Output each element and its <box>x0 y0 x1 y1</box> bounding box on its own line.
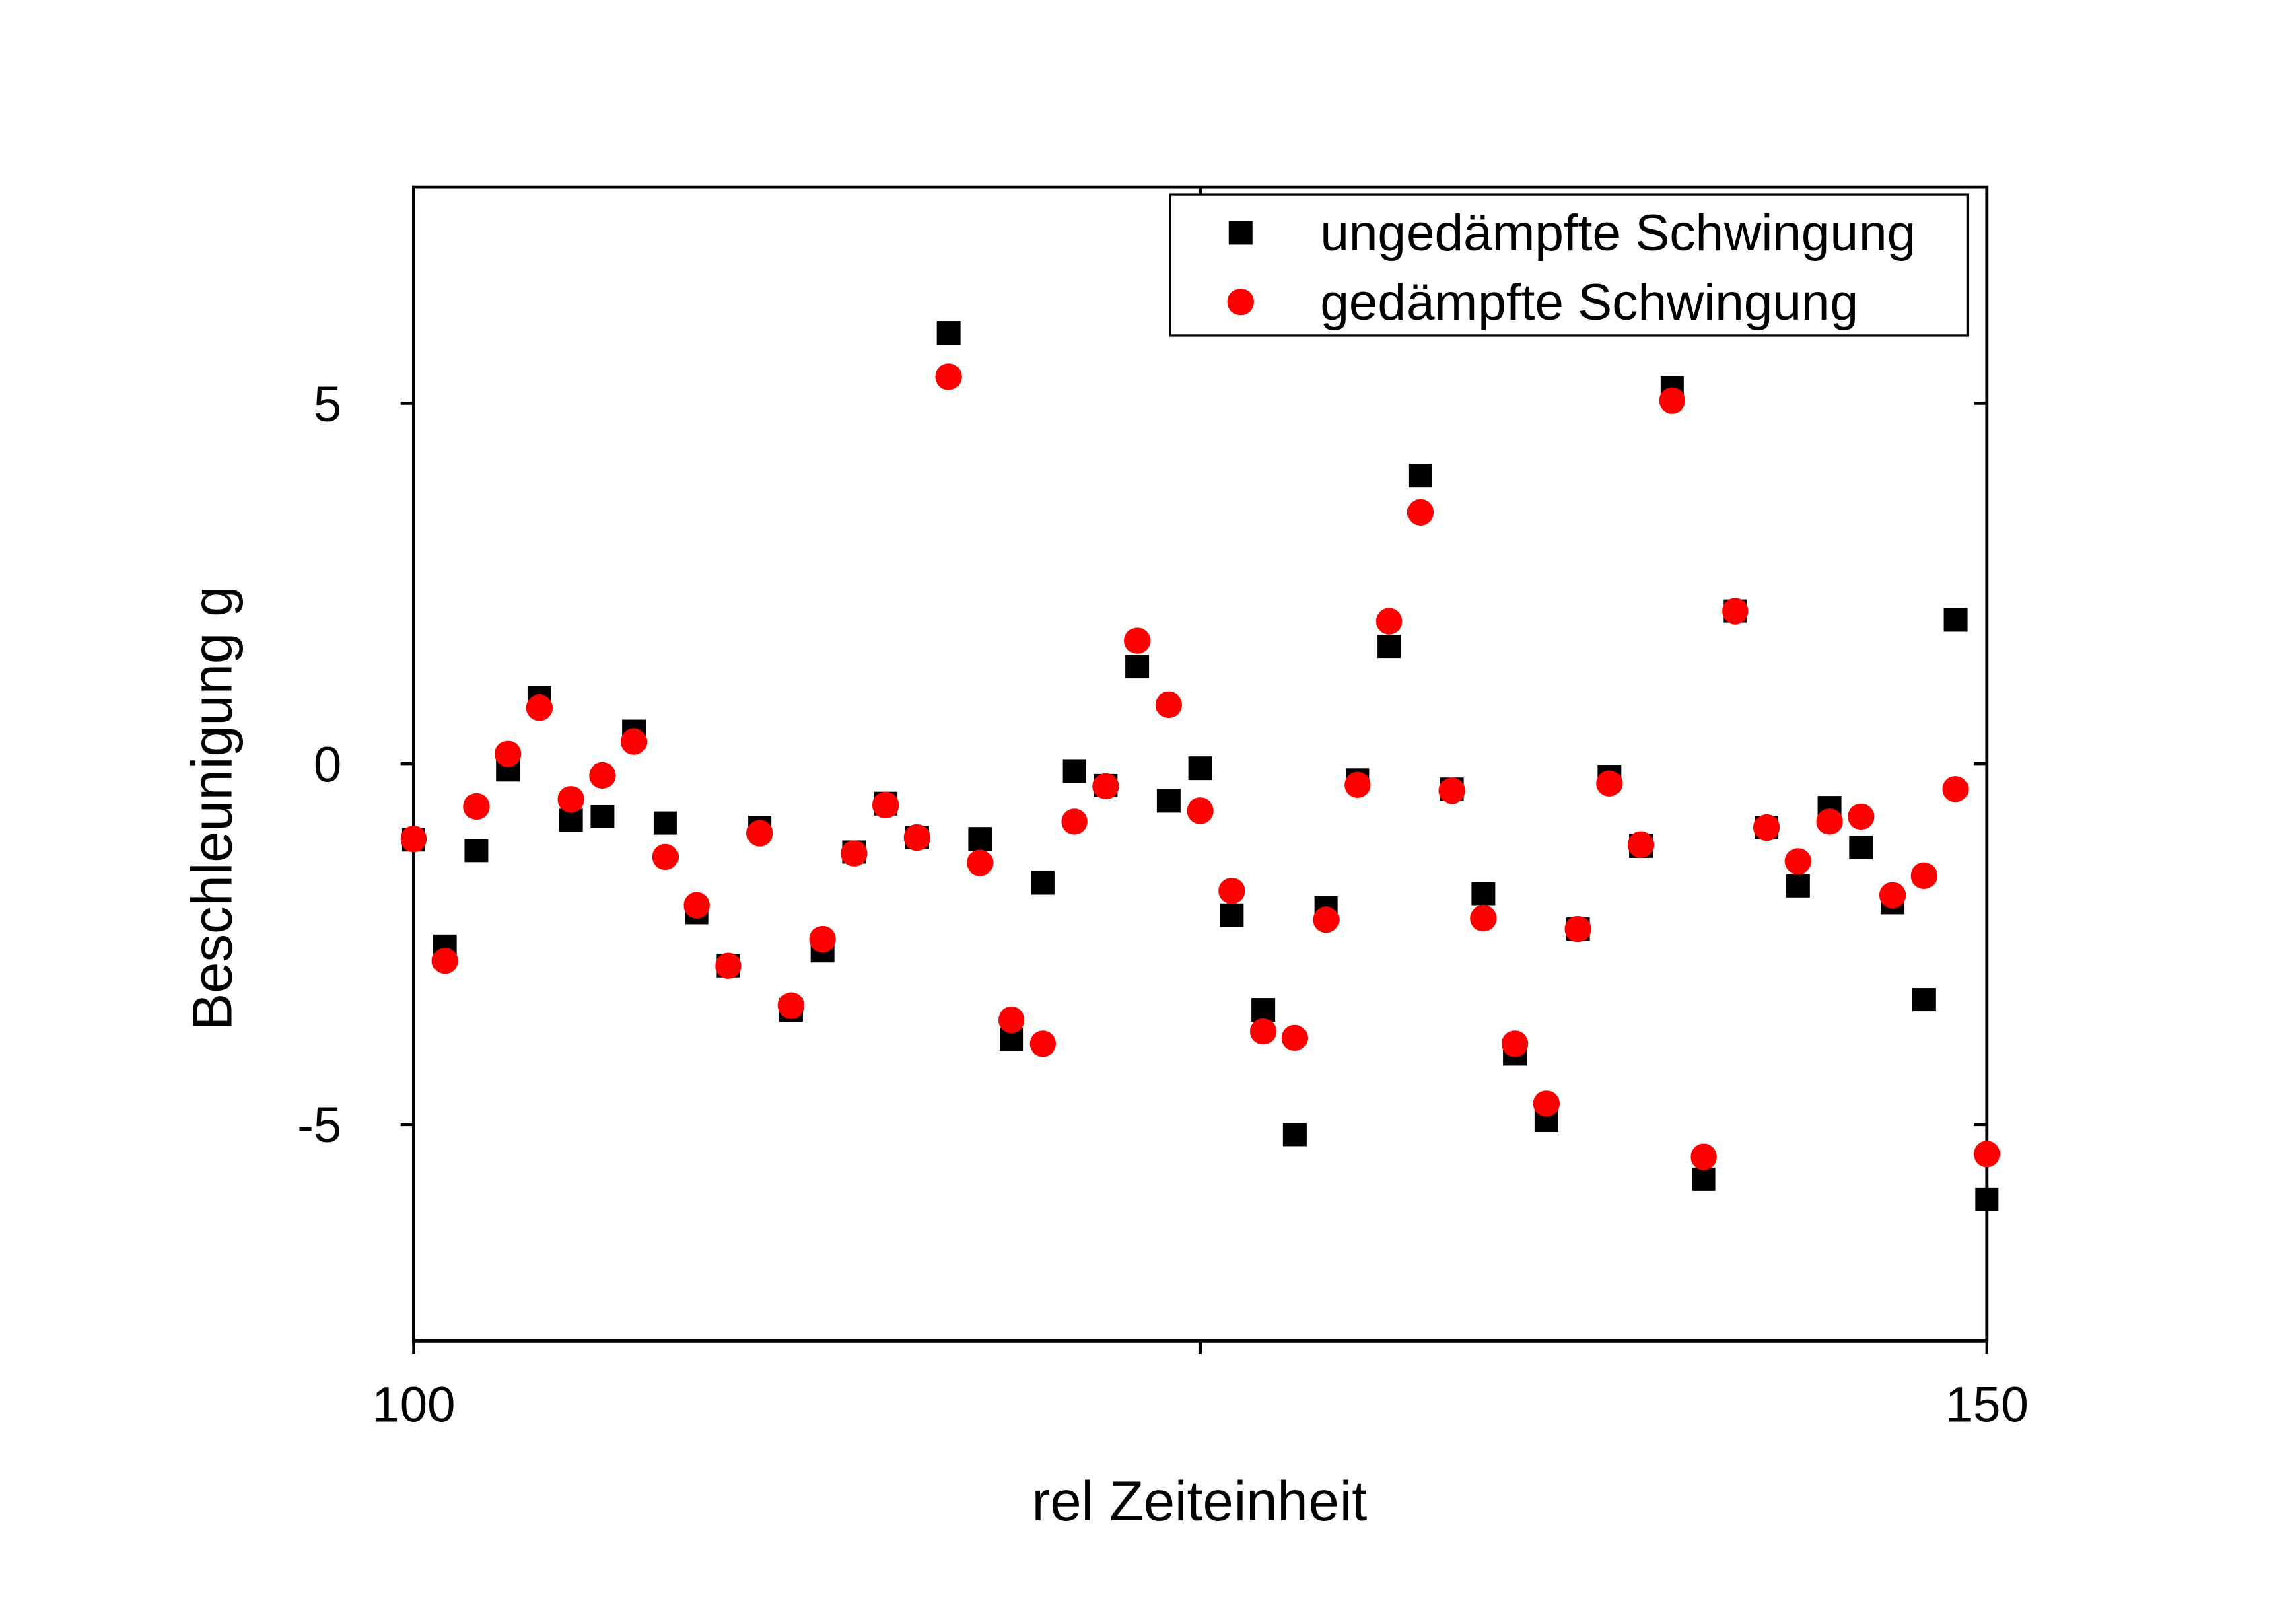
point-gedaempft-147 <box>1879 882 1906 909</box>
point-gedaempft-142 <box>1722 598 1749 625</box>
point-ungedaempft-117 <box>936 321 961 345</box>
point-gedaempft-112 <box>777 992 805 1019</box>
point-ungedaempft-150 <box>1975 1187 1999 1211</box>
point-gedaempft-132 <box>1407 499 1434 526</box>
point-gedaempft-122 <box>1092 773 1119 800</box>
point-ungedaempft-124 <box>1156 789 1181 813</box>
legend-label-gedaempft: gedämpfte Schwingung <box>1320 274 1858 331</box>
point-gedaempft-143 <box>1753 814 1780 841</box>
point-gedaempft-103 <box>494 740 522 767</box>
y-tick-label-0: 0 <box>314 736 341 792</box>
point-gedaempft-102 <box>463 793 490 820</box>
y-tick-label-neg5: -5 <box>297 1097 341 1153</box>
point-ungedaempft-106 <box>590 804 615 828</box>
point-gedaempft-129 <box>1313 906 1340 933</box>
point-gedaempft-149 <box>1942 776 1969 803</box>
data-points <box>400 321 2001 1211</box>
point-gedaempft-105 <box>557 786 584 813</box>
point-ungedaempft-148 <box>1912 988 1936 1012</box>
point-gedaempft-126 <box>1218 878 1245 904</box>
point-gedaempft-141 <box>1690 1143 1717 1170</box>
point-gedaempft-145 <box>1816 808 1843 835</box>
point-gedaempft-100 <box>400 825 427 853</box>
point-gedaempft-107 <box>620 728 648 755</box>
point-gedaempft-108 <box>652 843 679 871</box>
point-ungedaempft-123 <box>1125 655 1150 679</box>
legend: ungedämpfte Schwingung gedämpfte Schwing… <box>1169 193 1970 337</box>
point-gedaempft-125 <box>1187 797 1214 824</box>
point-gedaempft-123 <box>1123 627 1151 654</box>
point-gedaempft-117 <box>935 363 962 390</box>
point-ungedaempft-102 <box>464 839 489 863</box>
point-ungedaempft-126 <box>1220 903 1244 927</box>
point-gedaempft-118 <box>967 849 994 876</box>
point-ungedaempft-127 <box>1251 998 1276 1022</box>
point-ungedaempft-118 <box>968 827 992 851</box>
point-gedaempft-128 <box>1281 1024 1309 1052</box>
point-gedaempft-109 <box>683 892 710 919</box>
point-gedaempft-127 <box>1249 1018 1277 1045</box>
point-gedaempft-150 <box>1974 1141 2001 1168</box>
point-gedaempft-124 <box>1155 691 1183 719</box>
point-gedaempft-116 <box>903 824 931 851</box>
point-ungedaempft-149 <box>1943 608 1968 632</box>
point-ungedaempft-128 <box>1282 1123 1307 1147</box>
point-ungedaempft-146 <box>1849 836 1873 860</box>
point-gedaempft-110 <box>715 952 742 979</box>
point-gedaempft-136 <box>1533 1090 1560 1117</box>
point-gedaempft-104 <box>526 694 553 721</box>
point-gedaempft-106 <box>589 762 616 789</box>
point-gedaempft-115 <box>872 791 899 818</box>
legend-box <box>1169 193 1970 337</box>
point-ungedaempft-108 <box>653 811 677 835</box>
point-gedaempft-120 <box>1029 1030 1057 1057</box>
point-gedaempft-114 <box>841 840 868 867</box>
point-gedaempft-146 <box>1848 803 1875 830</box>
point-ungedaempft-131 <box>1377 635 1401 659</box>
legend-marker-square <box>1228 221 1253 245</box>
point-gedaempft-101 <box>431 948 458 974</box>
legend-marker-circle <box>1227 288 1254 316</box>
point-gedaempft-134 <box>1470 904 1497 932</box>
point-ungedaempft-134 <box>1471 882 1496 906</box>
y-axis-title: Beschleunigung g <box>180 586 243 1031</box>
point-gedaempft-139 <box>1627 831 1655 858</box>
point-gedaempft-119 <box>998 1006 1025 1034</box>
point-gedaempft-133 <box>1438 777 1465 804</box>
point-gedaempft-130 <box>1344 771 1371 798</box>
point-ungedaempft-144 <box>1786 874 1810 898</box>
point-gedaempft-138 <box>1596 770 1623 797</box>
point-ungedaempft-120 <box>1031 871 1055 895</box>
point-ungedaempft-141 <box>1692 1167 1716 1191</box>
point-gedaempft-121 <box>1061 808 1088 835</box>
point-ungedaempft-132 <box>1408 464 1432 488</box>
y-tick-label-5: 5 <box>314 376 341 432</box>
point-gedaempft-137 <box>1564 915 1591 943</box>
point-gedaempft-144 <box>1784 848 1812 875</box>
point-gedaempft-140 <box>1659 387 1686 414</box>
point-ungedaempft-125 <box>1188 756 1212 781</box>
x-tick-label-100: 100 <box>372 1377 455 1433</box>
point-gedaempft-148 <box>1910 862 1938 889</box>
point-gedaempft-131 <box>1375 608 1403 635</box>
point-ungedaempft-121 <box>1062 759 1086 783</box>
point-gedaempft-111 <box>746 820 773 847</box>
x-tick-label-150: 150 <box>1945 1377 2029 1433</box>
legend-label-ungedaempft: ungedämpfte Schwingung <box>1320 205 1916 262</box>
point-gedaempft-135 <box>1501 1030 1529 1057</box>
x-axis-title: rel Zeiteinheit <box>1032 1470 1368 1532</box>
point-gedaempft-113 <box>809 925 836 953</box>
